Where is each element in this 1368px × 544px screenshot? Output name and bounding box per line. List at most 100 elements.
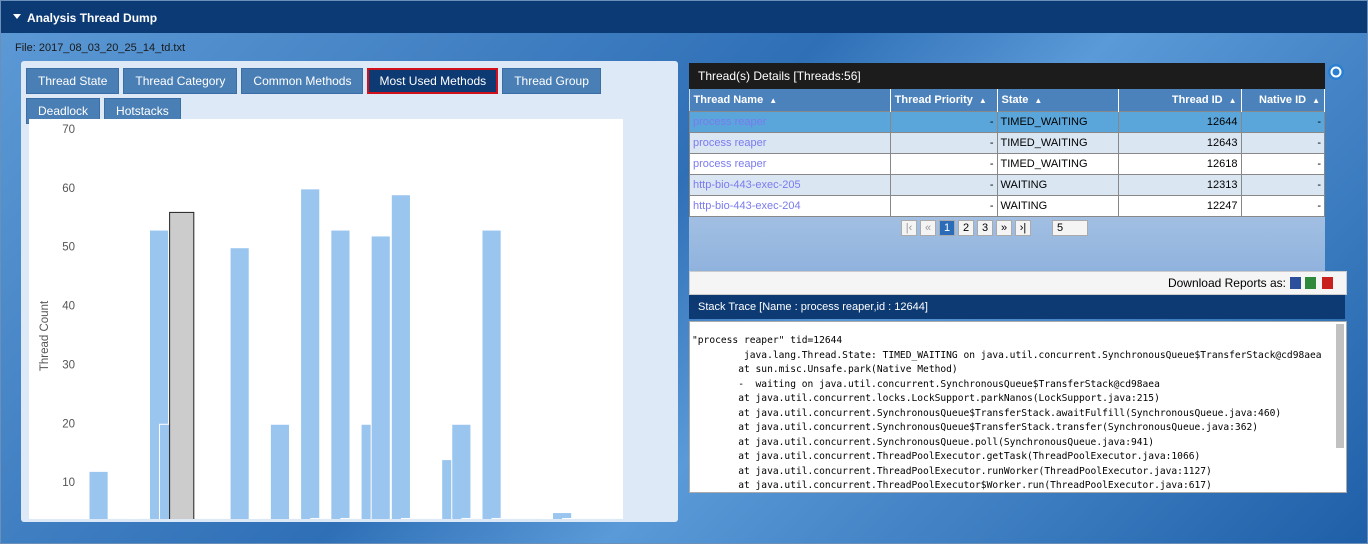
column-header-text: Thread Name	[693, 94, 764, 106]
column-header-text: Thread ID	[1171, 94, 1223, 106]
download-icons[interactable]	[1288, 275, 1340, 291]
table-row[interactable]: http-bio-443-exec-205- WAITING 12313-	[689, 174, 1326, 196]
sort-icon: ▲︎	[978, 96, 987, 105]
sort-icon: ▲︎	[769, 96, 778, 105]
table-cell: -	[1240, 153, 1326, 175]
table-cell: -	[1240, 195, 1326, 217]
pager-next[interactable]: »	[996, 220, 1012, 236]
page-button[interactable]: 3	[977, 220, 993, 236]
refresh-button[interactable]	[1327, 63, 1345, 81]
pagination: |‹ «1 2 3» ›| 5	[901, 220, 1088, 236]
sort-icon: ▲︎	[1228, 96, 1237, 105]
bar	[300, 188, 321, 543]
table-cell: -	[889, 174, 998, 196]
stack-trace-box: "process reaper" tid=12644 java.lang.Thr…	[689, 321, 1347, 493]
column-header[interactable]: Thread Name ▲︎	[689, 89, 891, 112]
stack-line: "process reaper" tid=12644	[692, 335, 843, 346]
table-cell: WAITING	[996, 195, 1119, 217]
table-cell: TIMED_WAITING	[996, 132, 1119, 154]
tab[interactable]: Thread Category	[123, 68, 238, 94]
chart-area: 010203040506070Thread CountTop Used Meth…	[29, 119, 623, 543]
sort-icon: ▲︎	[1312, 96, 1320, 105]
y-axis-label: Thread Count	[39, 300, 51, 371]
stack-line: at java.util.concurrent.SynchronousQueue…	[692, 422, 1259, 433]
sort-icon: ▲︎	[1034, 96, 1043, 105]
stack-line: at java.util.concurrent.locks.LockSuppor…	[692, 393, 1160, 404]
bar	[521, 517, 542, 543]
tab[interactable]: Thread State	[26, 68, 120, 94]
column-header-text: Thread Priority	[894, 94, 973, 106]
stack-line: at java.util.concurrent.SynchronousQueue…	[692, 436, 1155, 448]
table-cell: 12643	[1117, 132, 1242, 154]
table-cell: -	[1240, 132, 1326, 154]
table-cell: http-bio-443-exec-205	[689, 174, 891, 196]
y-tick-label: 10	[62, 477, 75, 489]
bar	[481, 229, 502, 543]
table-row[interactable]: process reaper - TIMED_WAITING 12644-	[689, 111, 1326, 133]
page-button[interactable]: 1	[939, 220, 955, 236]
stack-line: java.lang.Thread.State: TIMED_WAITING on…	[692, 349, 1322, 361]
table-cell: 12313	[1117, 174, 1242, 196]
table-row[interactable]: process reaper - TIMED_WAITING 12643-	[689, 132, 1326, 154]
page-button[interactable]: 2	[958, 220, 974, 236]
table-row[interactable]: http-bio-443-exec-204- WAITING 12247-	[689, 195, 1326, 217]
table-cell: 12644	[1117, 111, 1242, 133]
table-cell: process reaper	[689, 111, 891, 133]
column-header-text: State	[1001, 94, 1029, 106]
bar	[370, 235, 391, 543]
y-tick-label: 60	[62, 183, 75, 195]
table-cell: -	[1240, 174, 1326, 196]
stack-line: at java.util.concurrent.ThreadPoolExecut…	[692, 465, 1212, 477]
stack-trace: "process reaper" tid=12644 java.lang.Thr…	[690, 322, 1346, 492]
table-cell: -	[889, 111, 998, 133]
table-cell: TIMED_WAITING	[996, 111, 1119, 133]
table-title-text: Thread(s) Details [Threads:56]	[698, 69, 861, 83]
table-cell: -	[889, 153, 998, 175]
column-header[interactable]: Thread ID ▲︎	[1118, 89, 1242, 112]
y-tick-label: 50	[62, 242, 75, 254]
table-cell: 12247	[1117, 195, 1242, 217]
table-cell: 12618	[1117, 153, 1242, 175]
y-tick-label: 30	[62, 359, 75, 371]
page-size[interactable]: 5	[1052, 220, 1088, 236]
stack-line: at java.util.concurrent.SynchronousQueue…	[692, 407, 1282, 419]
bar	[330, 229, 351, 543]
table-cell: -	[889, 132, 998, 154]
collapse-icon[interactable]	[13, 13, 22, 21]
y-tick-label: 20	[62, 418, 75, 430]
y-tick-label: 40	[62, 301, 75, 313]
stack-line: at java.util.concurrent.ThreadPoolExecut…	[692, 451, 1201, 462]
tab-bar: Thread State Thread Category Common Method…	[26, 68, 636, 124]
thread-details: Thread(s) Details [Threads:56] Thread Na…	[689, 63, 1326, 273]
stack-trace-title: Stack Trace [Name : process reaper,id : …	[689, 295, 1345, 319]
column-header-text: Native ID	[1259, 94, 1307, 106]
bar	[229, 247, 250, 543]
table-cell: http-bio-443-exec-204	[689, 195, 891, 217]
stack-line: - waiting on java.util.concurrent.Synchr…	[692, 378, 1160, 390]
thread-table: Thread Name ▲︎ Thread Priority ▲︎ State ▲︎ Thr…	[689, 89, 1326, 217]
bar	[108, 517, 129, 543]
pager-prev[interactable]: «	[920, 220, 936, 236]
column-header[interactable]: State ▲︎	[997, 89, 1119, 112]
file-name: File: 2017_08_03_20_25_14_td.txt	[15, 42, 186, 54]
table-cell: TIMED_WAITING	[996, 153, 1119, 175]
table-cell: -	[889, 195, 998, 217]
tab[interactable]: Thread Group	[502, 68, 601, 94]
pager-last[interactable]: ›|	[1015, 220, 1031, 236]
table-cell: process reaper	[689, 153, 891, 175]
y-tick-label: 70	[62, 124, 75, 136]
pager-first[interactable]: |‹	[901, 220, 917, 236]
tab[interactable]: Common Methods	[241, 68, 364, 94]
column-header[interactable]: Native ID ▲︎	[1241, 89, 1326, 112]
bar	[562, 517, 583, 543]
stack-trace-title-text: Stack Trace [Name : process reaper,id : …	[698, 301, 928, 313]
scrollbar[interactable]	[1336, 324, 1344, 448]
tab[interactable]: Most Used Methods	[367, 68, 499, 94]
bar	[310, 517, 331, 543]
column-header[interactable]: Thread Priority ▲︎	[890, 89, 998, 112]
table-row[interactable]: process reaper - TIMED_WAITING 12618-	[689, 153, 1326, 175]
panel-header: Analysis Thread Dump	[1, 1, 1367, 33]
table-cell: process reaper	[689, 132, 891, 154]
stack-line: at java.util.concurrent.ThreadPoolExecut…	[692, 480, 1212, 491]
